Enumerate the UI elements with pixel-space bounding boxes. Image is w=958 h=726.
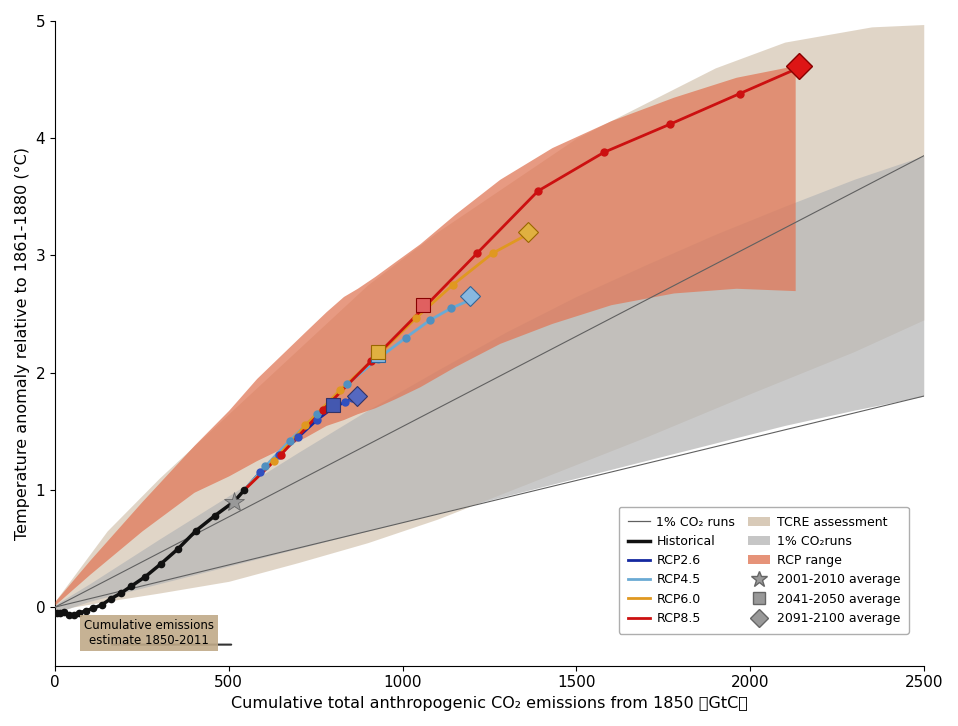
Legend: 1% CO₂ runs, Historical, RCP2.6, RCP4.5, RCP6.0, RCP8.5, TCRE assessment, 1% CO₂: 1% CO₂ runs, Historical, RCP2.6, RCP4.5,… [619,507,909,634]
Y-axis label: Temperature anomaly relative to 1861-1880 (°C): Temperature anomaly relative to 1861-188… [15,147,30,540]
X-axis label: Cumulative total anthropogenic CO₂ emissions from 1850 （GtC）: Cumulative total anthropogenic CO₂ emiss… [231,696,748,711]
Text: Cumulative emissions
estimate 1850-2011: Cumulative emissions estimate 1850-2011 [84,619,214,647]
